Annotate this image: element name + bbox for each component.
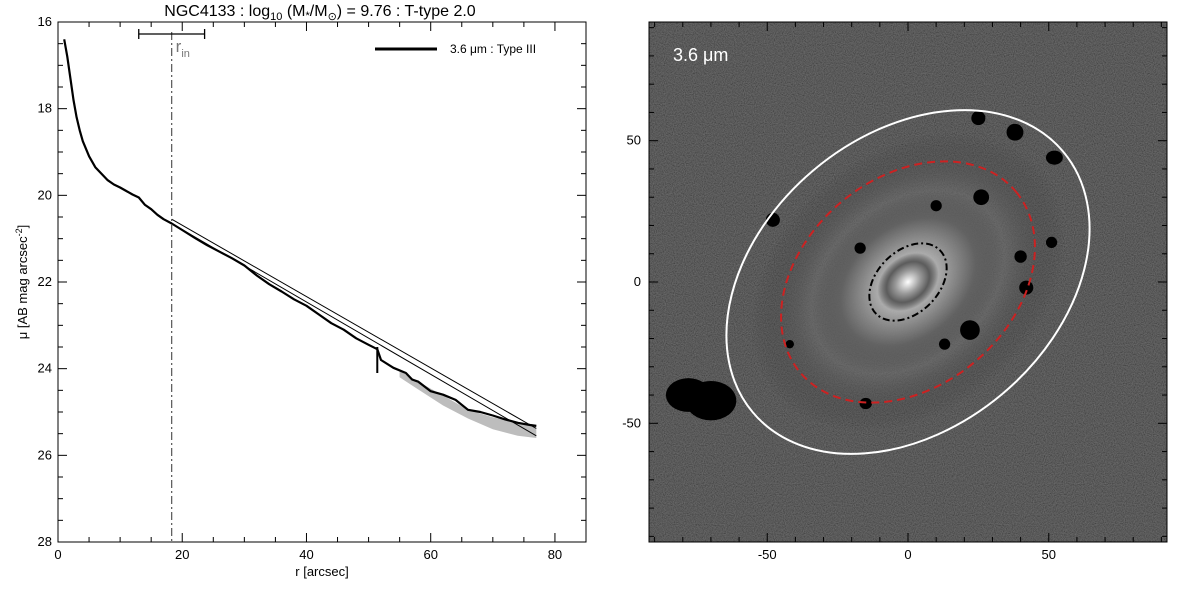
image-y-ticks: -50 0 50 [622, 27, 1167, 537]
mask-blob [665, 378, 711, 412]
x-tick-label: 20 [175, 547, 189, 562]
image-y-tick-label: -50 [622, 415, 641, 430]
mask-blob [1045, 236, 1058, 249]
x-axis-label: r [arcsec] [295, 564, 348, 579]
x-tick-label: 80 [548, 547, 562, 562]
legend: 3.6 μm : Type III [375, 42, 536, 56]
x-tick-label: 60 [423, 547, 437, 562]
profile-line [63, 39, 537, 427]
fit-line-1 [171, 218, 537, 429]
legend-label: 3.6 μm : Type III [450, 42, 536, 56]
uncertainty-band [399, 370, 537, 438]
red-ellipse [780, 160, 1036, 404]
image-x-ticks: -50 0 50 [654, 22, 1162, 562]
profile-lines [63, 39, 537, 437]
mask-blob [960, 320, 980, 340]
uncertainty-band-area [399, 370, 537, 438]
mask-blob [854, 242, 866, 254]
mask-blob [973, 189, 990, 206]
mask-blob [971, 111, 986, 126]
masked-regions [665, 111, 1063, 421]
x-axis-ticks: 0 20 40 60 80 [54, 22, 587, 562]
mask-blob [1045, 150, 1063, 165]
mask-blob [859, 397, 872, 410]
plot-frame [57, 21, 587, 543]
image-x-tick-label: -50 [758, 547, 777, 562]
image-panel: -50 0 50 -50 0 50 3.6 μm [622, 21, 1168, 562]
image-x-tick-label: 50 [1042, 547, 1056, 562]
galaxy-glow [750, 132, 1066, 432]
galaxy-core [877, 252, 939, 312]
white-ellipse [725, 109, 1091, 455]
y-tick-label: 22 [38, 274, 52, 289]
y-tick-label: 16 [38, 14, 52, 29]
mask-blob [938, 338, 951, 350]
y-tick-label: 24 [38, 361, 52, 376]
image-y-tick-label: 50 [627, 133, 641, 148]
profile-plot: 0 20 40 60 80 16 18 20 22 24 26 28 r [arcsec] μ [A… [14, 14, 587, 579]
fit-line-2 [171, 223, 537, 437]
mask-blob [1014, 250, 1027, 263]
y-tick-label: 20 [38, 187, 52, 202]
isophote-ellipses [725, 109, 1091, 455]
chart-title: NGC4133 : log10 (M*/M⊙) = 9.76 : T-type … [164, 3, 475, 23]
y-axis-ticks: 16 18 20 22 24 26 28 [38, 14, 586, 549]
mask-blob [930, 200, 942, 212]
mask-blob [1006, 123, 1024, 141]
x-tick-label: 40 [299, 547, 313, 562]
image-x-tick-label: 0 [904, 547, 911, 562]
y-tick-label: 18 [38, 101, 52, 116]
x-tick-label: 0 [54, 547, 61, 562]
mask-blob [785, 339, 794, 349]
image-y-tick-label: 0 [634, 274, 641, 289]
y-axis-label: μ [AB mag arcsec-2] [14, 225, 30, 340]
inner-ellipse [868, 242, 948, 322]
band-label: 3.6 μm [673, 45, 728, 65]
y-tick-label: 28 [38, 534, 52, 549]
y-tick-label: 26 [38, 447, 52, 462]
r-in-label: rin [176, 37, 190, 60]
r-in-annotation: rin [138, 29, 379, 542]
